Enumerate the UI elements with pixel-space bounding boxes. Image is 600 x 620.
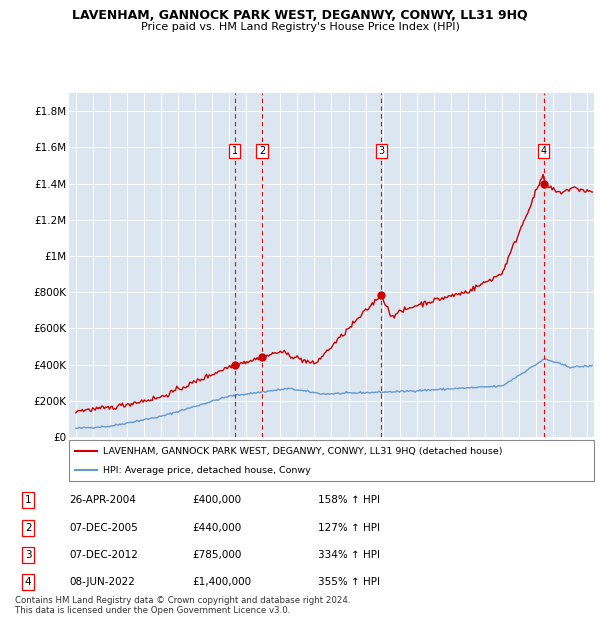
Text: HPI: Average price, detached house, Conwy: HPI: Average price, detached house, Conw… bbox=[103, 466, 311, 475]
Text: 4: 4 bbox=[541, 146, 547, 156]
Text: 3: 3 bbox=[25, 550, 32, 560]
Text: 07-DEC-2005: 07-DEC-2005 bbox=[69, 523, 138, 533]
Text: 1: 1 bbox=[232, 146, 238, 156]
Text: 07-DEC-2012: 07-DEC-2012 bbox=[69, 550, 138, 560]
Text: 127% ↑ HPI: 127% ↑ HPI bbox=[318, 523, 380, 533]
Text: £400,000: £400,000 bbox=[192, 495, 241, 505]
Text: 2: 2 bbox=[259, 146, 265, 156]
Text: 1: 1 bbox=[25, 495, 32, 505]
Text: 158% ↑ HPI: 158% ↑ HPI bbox=[318, 495, 380, 505]
Text: Contains HM Land Registry data © Crown copyright and database right 2024.
This d: Contains HM Land Registry data © Crown c… bbox=[15, 596, 350, 615]
Text: 355% ↑ HPI: 355% ↑ HPI bbox=[318, 577, 380, 587]
Text: £785,000: £785,000 bbox=[192, 550, 241, 560]
Text: 26-APR-2004: 26-APR-2004 bbox=[69, 495, 136, 505]
Text: 334% ↑ HPI: 334% ↑ HPI bbox=[318, 550, 380, 560]
Text: 4: 4 bbox=[25, 577, 32, 587]
Text: 08-JUN-2022: 08-JUN-2022 bbox=[69, 577, 135, 587]
FancyBboxPatch shape bbox=[69, 440, 594, 480]
Text: LAVENHAM, GANNOCK PARK WEST, DEGANWY, CONWY, LL31 9HQ (detached house): LAVENHAM, GANNOCK PARK WEST, DEGANWY, CO… bbox=[103, 447, 503, 456]
Text: £1,400,000: £1,400,000 bbox=[192, 577, 251, 587]
Text: 3: 3 bbox=[378, 146, 385, 156]
Text: £440,000: £440,000 bbox=[192, 523, 241, 533]
Text: LAVENHAM, GANNOCK PARK WEST, DEGANWY, CONWY, LL31 9HQ: LAVENHAM, GANNOCK PARK WEST, DEGANWY, CO… bbox=[72, 9, 528, 22]
Text: 2: 2 bbox=[25, 523, 32, 533]
Text: Price paid vs. HM Land Registry's House Price Index (HPI): Price paid vs. HM Land Registry's House … bbox=[140, 22, 460, 32]
